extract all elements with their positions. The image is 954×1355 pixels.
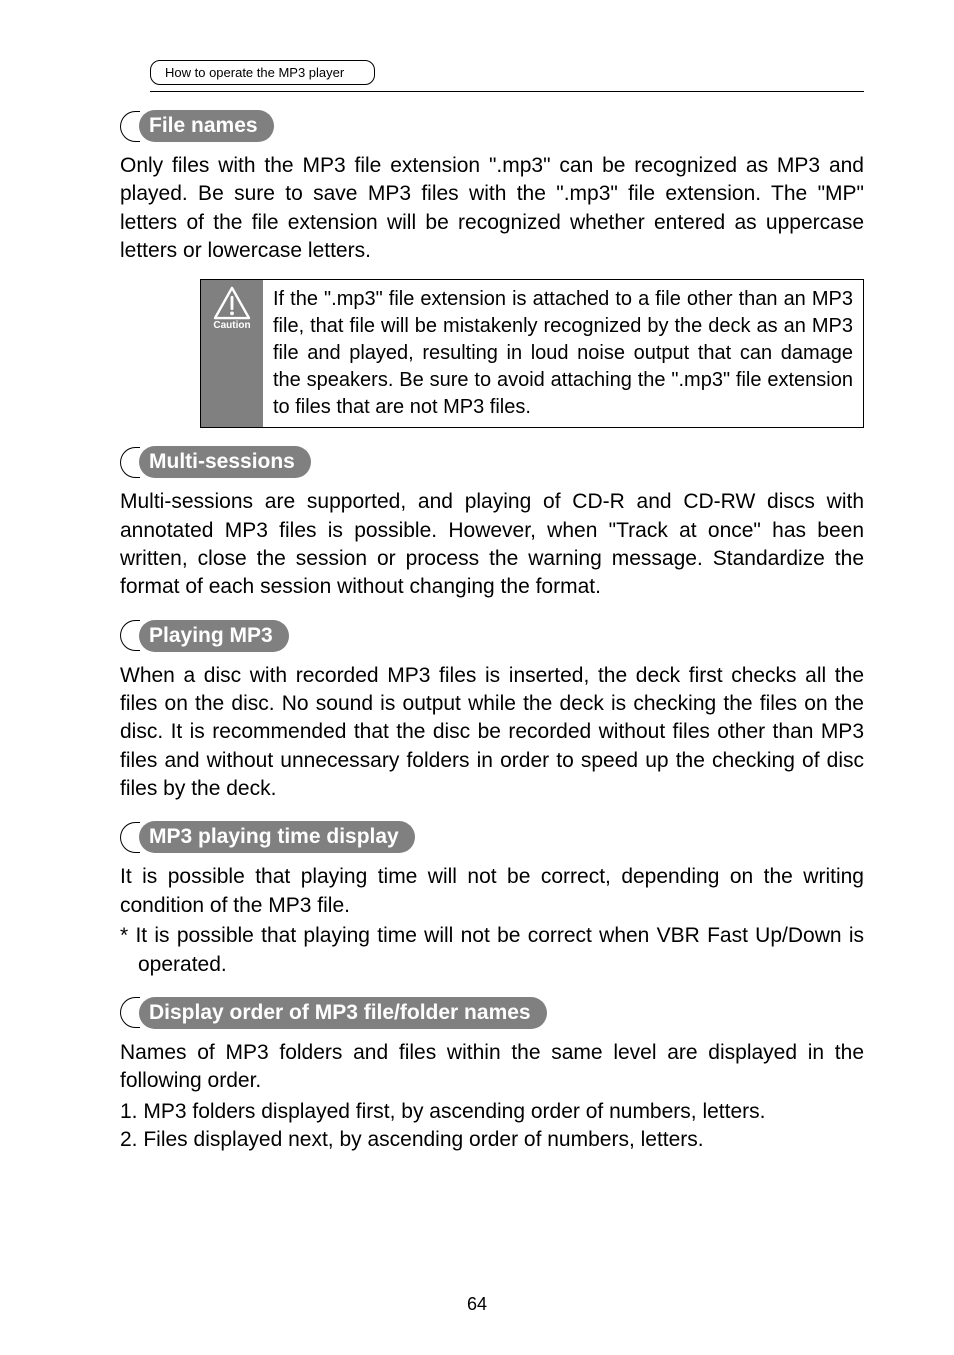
display-order-body: Names of MP3 folders and files within th… [120, 1039, 864, 1096]
heading-pill: Display order of MP3 file/folder names [139, 997, 547, 1029]
heading-pill: Playing MP3 [139, 620, 289, 652]
multi-sessions-body: Multi-sessions are supported, and playin… [120, 488, 864, 601]
playtime-body: It is possible that playing time will no… [120, 863, 864, 920]
playing-mp3-body: When a disc with recorded MP3 files is i… [120, 662, 864, 804]
section-heading-playtime: MP3 playing time display [120, 821, 864, 853]
heading-pill: File names [139, 110, 274, 142]
heading-pill: Multi-sessions [139, 446, 311, 478]
breadcrumb: How to operate the MP3 player [150, 60, 375, 85]
display-order-item-2: 2. Files displayed next, by ascending or… [120, 1126, 864, 1154]
file-names-body: Only files with the MP3 file extension "… [120, 152, 864, 265]
page-footer: 64 [0, 1294, 954, 1315]
caution-label: Caution [213, 320, 250, 331]
heading-bullet [120, 822, 140, 853]
heading-bullet [120, 620, 140, 651]
page-container: How to operate the MP3 player File names… [0, 0, 954, 1154]
section-heading-multi-sessions: Multi-sessions [120, 446, 864, 478]
warning-icon [213, 286, 251, 320]
breadcrumb-wrap: How to operate the MP3 player [150, 60, 864, 85]
section-heading-display-order: Display order of MP3 file/folder names [120, 997, 864, 1029]
breadcrumb-underline [150, 91, 864, 92]
playtime-note: * It is possible that playing time will … [120, 922, 864, 979]
display-order-item-1: 1. MP3 folders displayed first, by ascen… [120, 1098, 864, 1126]
caution-icon-panel: Caution [201, 280, 263, 427]
heading-bullet [120, 111, 140, 142]
heading-bullet [120, 447, 140, 478]
heading-pill: MP3 playing time display [139, 821, 415, 853]
caution-box: Caution If the ".mp3" file extension is … [200, 279, 864, 428]
section-heading-playing-mp3: Playing MP3 [120, 620, 864, 652]
section-heading-file-names: File names [120, 110, 864, 142]
caution-text: If the ".mp3" file extension is attached… [263, 280, 863, 427]
heading-bullet [120, 997, 140, 1028]
page-number: 64 [467, 1294, 487, 1314]
